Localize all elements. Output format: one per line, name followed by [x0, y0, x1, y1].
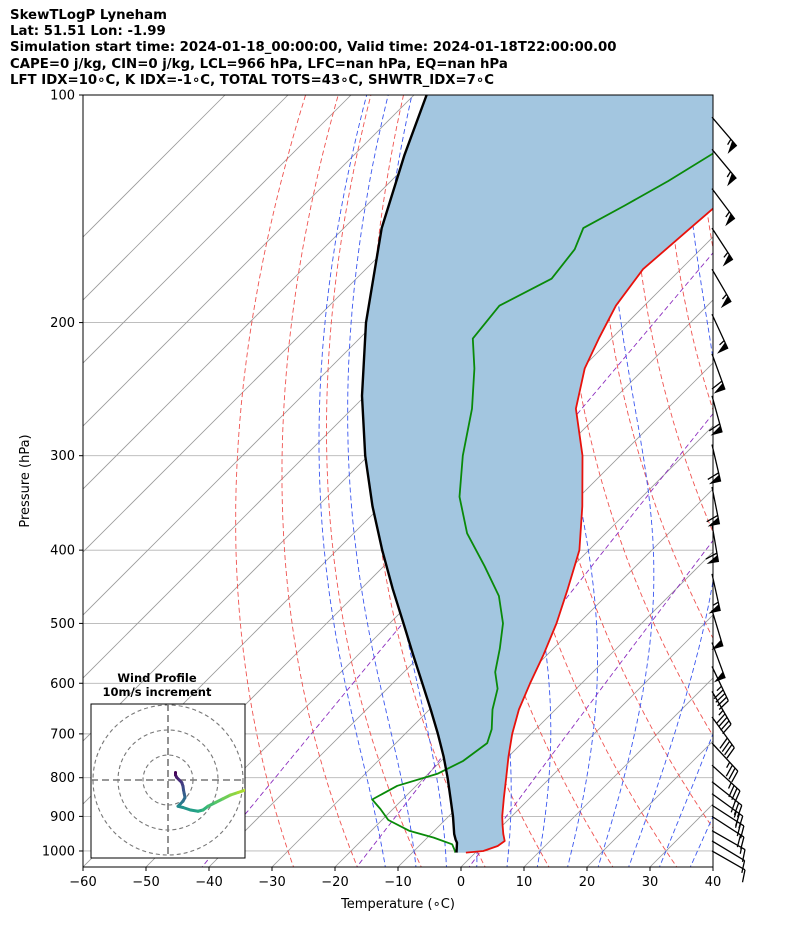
dewpoint-profile-line [371, 152, 713, 853]
mixing-ratio-line [468, 539, 713, 867]
dry-adiabat-line [235, 95, 307, 867]
wind-barb [711, 850, 746, 883]
isotherm-line [271, 425, 713, 867]
y-tick-label: 500 [50, 617, 75, 632]
simulation-times: Simulation start time: 2024-01-18_00:00:… [10, 40, 617, 56]
dry-adiabat-line [562, 95, 713, 737]
isotherm-line [460, 614, 713, 867]
x-tick-label: −30 [258, 875, 285, 890]
hodograph-title: Wind Profile [117, 671, 197, 685]
x-tick-label: −10 [384, 875, 411, 890]
isotherm-line [208, 362, 713, 867]
parcel-profile-line [360, 95, 459, 853]
wind-barb [711, 353, 726, 394]
isotherm-line [397, 551, 713, 867]
wind-barb [711, 148, 737, 187]
y-tick-label: 400 [50, 544, 75, 559]
x-tick-label: 20 [579, 875, 596, 890]
wind-barb [711, 793, 744, 829]
cin-shading [362, 95, 713, 853]
wind-barb [711, 666, 729, 710]
axes: −60 −50 −40 −30 −20 −10 0 10 20 30 40 100 200 300 400 5… [18, 89, 721, 913]
dry-adiabat-line [664, 95, 713, 412]
x-tick-label: −60 [69, 875, 96, 890]
y-tick-label: 200 [50, 316, 75, 331]
wind-barb [711, 840, 746, 874]
wind-barbs [705, 116, 746, 883]
y-axis-label: Pressure (hPa) [18, 434, 33, 527]
moist-adiabat-line [628, 95, 713, 867]
moist-adiabat-line [658, 732, 713, 867]
isotherm-line [523, 677, 713, 867]
isotherm-line [83, 95, 415, 427]
y-tick-label: 300 [50, 449, 75, 464]
wind-barb [711, 227, 734, 267]
dry-adiabat-line [761, 78, 794, 870]
hodograph-segment [251, 788, 256, 789]
wind-barb [711, 188, 736, 227]
x-axis-label: Temperature (∘C) [340, 897, 455, 912]
isotherm-line [83, 95, 478, 490]
dry-adiabat-line [281, 95, 358, 867]
isotherm-line [83, 95, 226, 238]
dry-adiabat-line [326, 95, 422, 867]
hodograph-segment [244, 788, 245, 792]
y-tick-label: 600 [50, 677, 75, 692]
stability-indices: LFT IDX=10∘C, K IDX=-1∘C, TOTAL TOTS=43∘… [10, 72, 495, 88]
x-tick-label: 0 [457, 875, 465, 890]
wind-barb [707, 444, 722, 485]
x-tick-label: 40 [705, 875, 722, 890]
isotherm-line [83, 95, 352, 364]
x-tick-label: 10 [516, 875, 533, 890]
chart-title: SkewTLogP Lyneham [10, 8, 167, 23]
y-tick-label: 1000 [42, 844, 75, 859]
y-tick-label: 900 [50, 810, 75, 825]
moist-adiabat-line [597, 95, 655, 867]
station-coordinates: Lat: 51.51 Lon: -1.99 [10, 24, 166, 40]
x-tick-label: −20 [321, 875, 348, 890]
moist-adiabat-line [347, 95, 417, 867]
wind-barb [711, 764, 741, 803]
moist-adiabat-line [318, 95, 386, 867]
sounding-profiles [360, 95, 713, 854]
wind-barb [711, 313, 729, 354]
chart-header: SkewTLogP Lyneham Lat: 51.51 Lon: -1.99 … [10, 8, 617, 89]
y-tick-label: 100 [50, 89, 75, 104]
temperature-profile-line [465, 207, 713, 854]
x-tick-label: −50 [132, 875, 159, 890]
wind-barb [711, 742, 739, 783]
y-tick-label: 700 [50, 727, 75, 742]
y-tick-label: 800 [50, 771, 75, 786]
wind-barb [711, 609, 724, 650]
isotherm-line [83, 95, 289, 301]
wind-barb [711, 116, 738, 154]
dry-adiabat-line [597, 95, 713, 640]
cape-indices: CAPE=0 j/kg, CIN=0 j/kg, LCL=966 hPa, LF… [10, 56, 508, 72]
dry-adiabat-line [729, 78, 794, 870]
wind-barb [711, 268, 732, 309]
hodograph-subtitle: 10m/s increment [103, 685, 212, 699]
x-tick-label: 30 [642, 875, 659, 890]
x-tick-label: −40 [195, 875, 222, 890]
mixing-ratio-line [201, 252, 713, 867]
